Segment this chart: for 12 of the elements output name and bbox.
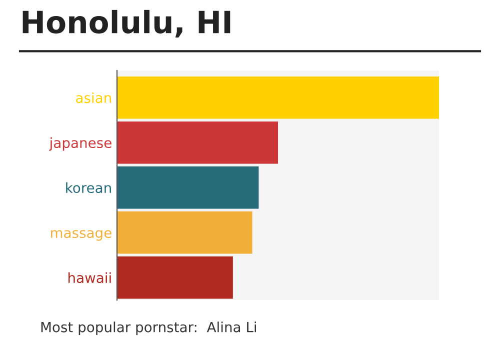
chart-title: Honolulu, HI [22, 10, 230, 38]
bar [117, 211, 252, 254]
bar [117, 256, 233, 299]
y-tick-label: japanese [49, 137, 112, 151]
bar [117, 121, 278, 164]
text: Most popular pornstar: Alina Li [41, 322, 256, 336]
y-tick-label: asian [76, 92, 111, 104]
y-tick-label: hawaii [68, 272, 111, 284]
bar [117, 166, 259, 209]
bar [117, 76, 439, 119]
y-tick-label: korean [66, 182, 111, 194]
y-tick-label: massage [51, 230, 112, 241]
